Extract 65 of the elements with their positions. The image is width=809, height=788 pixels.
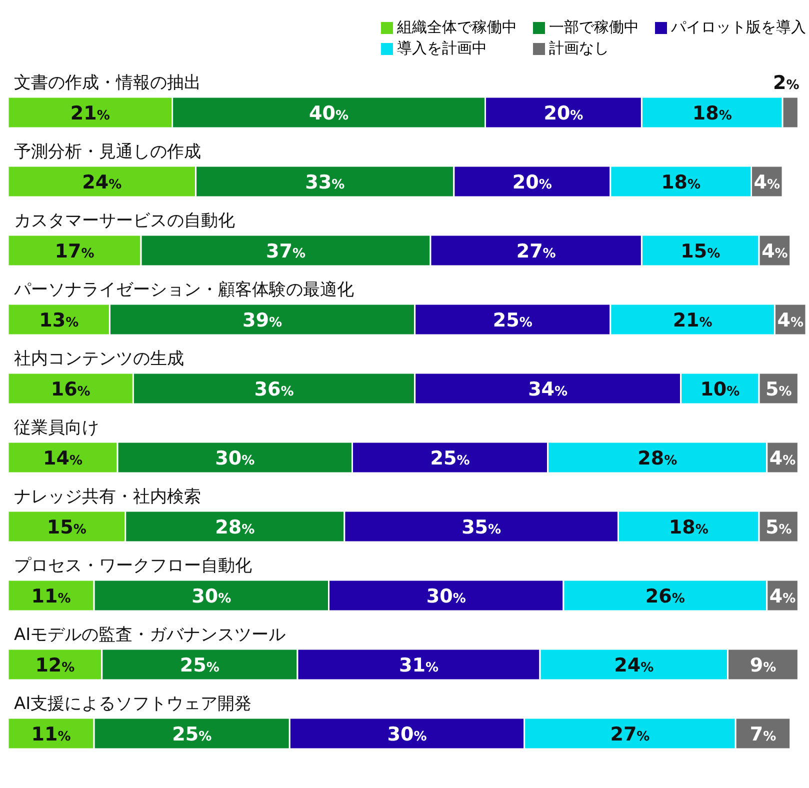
data-label: 25% xyxy=(492,310,532,332)
data-label: 40% xyxy=(309,102,349,124)
data-label: 13% xyxy=(39,310,79,332)
data-label: 30% xyxy=(215,448,255,470)
data-label: 30% xyxy=(192,586,232,608)
data-label: 20% xyxy=(512,172,552,194)
data-label: 12% xyxy=(35,654,75,676)
data-label: 25% xyxy=(180,654,220,676)
data-label: 14% xyxy=(43,448,83,470)
data-label: 4% xyxy=(762,240,788,262)
data-label: 25% xyxy=(430,448,470,470)
data-label: 18% xyxy=(668,516,708,538)
data-label: 24% xyxy=(614,654,654,676)
y-tick-label: 従業員向け xyxy=(14,418,99,438)
data-label: 17% xyxy=(54,240,94,262)
data-label: 35% xyxy=(462,516,502,538)
data-label: 36% xyxy=(254,378,294,400)
y-tick-label: カスタマーサービスの自動化 xyxy=(14,211,235,231)
data-label: 11% xyxy=(31,586,71,608)
legend-label: パイロット版を導入 xyxy=(671,18,806,37)
y-tick-label: ナレッジ共有・社内検索 xyxy=(14,487,201,507)
data-label: 16% xyxy=(50,378,90,400)
data-label: 9% xyxy=(750,654,776,676)
data-label: 26% xyxy=(645,586,685,608)
data-label: 37% xyxy=(266,240,306,262)
data-label: 7% xyxy=(750,724,776,746)
legend-label: 計画なし xyxy=(549,39,609,58)
data-label: 34% xyxy=(528,378,568,400)
data-label: 5% xyxy=(765,378,792,400)
data-label: 28% xyxy=(215,516,255,538)
data-label: 18% xyxy=(692,102,732,124)
y-tick-label: パーソナライゼーション・顧客体験の最適化 xyxy=(13,280,354,300)
data-label: 30% xyxy=(387,724,427,746)
data-label: 25% xyxy=(172,724,212,746)
data-label: 4% xyxy=(769,586,796,608)
y-tick-label: 社内コンテンツの生成 xyxy=(14,349,184,369)
data-label: 27% xyxy=(610,724,650,746)
data-label: 5% xyxy=(765,516,792,538)
data-label: 27% xyxy=(516,240,556,262)
data-label: 21% xyxy=(70,102,110,124)
data-label: 15% xyxy=(680,240,720,262)
legend-label: 組織全体で稼働中 xyxy=(397,18,517,37)
data-label: 11% xyxy=(31,724,71,746)
data-label: 4% xyxy=(754,172,780,194)
y-tick-label: プロセス・ワークフロー自動化 xyxy=(14,556,252,576)
data-label: 15% xyxy=(46,516,86,538)
y-tick-label: AIモデルの監査・ガバナンスツール xyxy=(14,625,286,645)
data-label: 21% xyxy=(672,310,712,332)
legend-label: 一部で稼働中 xyxy=(549,18,639,37)
data-label: 10% xyxy=(700,378,740,400)
data-label: 28% xyxy=(638,448,678,470)
data-label: 31% xyxy=(398,654,438,676)
y-tick-label: 予測分析・見通しの作成 xyxy=(14,142,201,162)
data-label: 4% xyxy=(777,310,804,332)
data-label: 20% xyxy=(544,102,584,124)
data-label: 33% xyxy=(305,172,345,194)
data-label: 39% xyxy=(242,310,282,332)
y-tick-label: 文書の作成・情報の抽出 xyxy=(14,73,201,93)
data-label: 24% xyxy=(82,172,122,194)
legend-label: 導入を計画中 xyxy=(397,39,487,58)
data-label: 30% xyxy=(426,586,466,608)
data-label: 18% xyxy=(661,172,701,194)
y-tick-label: AI支援によるソフトウェア開発 xyxy=(14,694,252,714)
data-label: 4% xyxy=(769,448,796,470)
data-label: 2% xyxy=(773,72,800,94)
